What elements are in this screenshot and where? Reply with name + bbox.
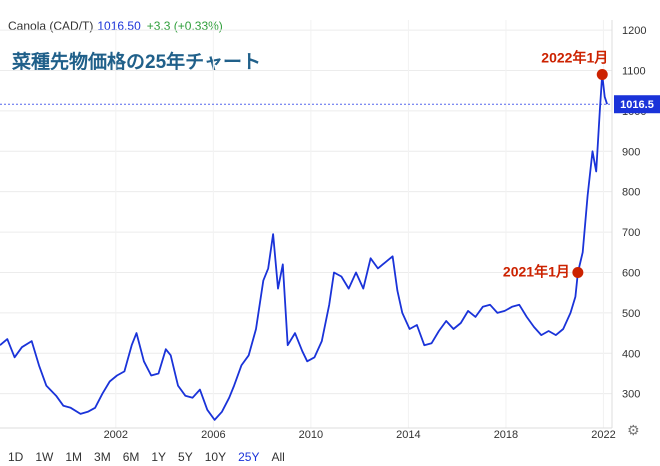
y-tick-label: 500 [622, 308, 640, 320]
grid-lines [0, 20, 612, 428]
last-price-label: 1016.5 [620, 99, 654, 111]
last-price-badge: 1016.5 [614, 95, 660, 114]
range-selector: 1D 1W 1M 3M 6M 1Y 5Y 10Y 25Y All [8, 450, 285, 464]
y-axis: 300400500600700800900100011001200 [622, 25, 646, 401]
y-tick-label: 300 [622, 389, 640, 401]
x-tick-label: 2014 [396, 429, 420, 441]
x-tick-label: 2006 [201, 429, 225, 441]
range-button-10y[interactable]: 10Y [204, 450, 227, 464]
range-button-1w[interactable]: 1W [35, 450, 54, 464]
annotation-marker [572, 266, 584, 278]
x-tick-label: 2002 [104, 429, 128, 441]
range-button-25y[interactable]: 25Y [238, 450, 260, 464]
last-price-box [614, 95, 660, 114]
annotations: 2022年1月 2021年1月 [503, 50, 608, 280]
annotation-label: 2022年1月 [541, 50, 608, 66]
price-series-line [0, 73, 608, 421]
x-axis: 2002 2006 2010 2014 2018 2022 [0, 20, 616, 441]
y-tick-label: 1100 [622, 65, 646, 77]
range-button-1m[interactable]: 1M [65, 450, 83, 464]
x-tick-label: 2018 [494, 429, 518, 441]
y-tick-label: 1200 [622, 25, 646, 37]
range-button-all[interactable]: All [271, 450, 285, 464]
gear-icon[interactable]: ⚙ [627, 422, 640, 438]
range-button-3m[interactable]: 3M [94, 450, 111, 464]
y-tick-label: 800 [622, 187, 640, 199]
current-price: 1016.50 [97, 19, 141, 33]
y-tick-label: 400 [622, 348, 640, 360]
y-tick-label: 700 [622, 227, 640, 239]
annotation-marker [596, 69, 608, 81]
y-tick-label: 600 [622, 267, 640, 279]
range-button-5y[interactable]: 5Y [178, 450, 193, 464]
chart-title: 菜種先物価格の25年チャート [12, 52, 261, 73]
range-button-1y[interactable]: 1Y [151, 450, 167, 464]
symbol-label: Canola (CAD/T) [8, 19, 94, 33]
x-tick-label: 2022 [591, 429, 615, 441]
y-tick-label: 900 [622, 146, 640, 158]
annotation-label: 2021年1月 [503, 263, 570, 279]
range-button-6m[interactable]: 6M [122, 450, 140, 464]
price-change: +3.3 (+0.33%) [146, 19, 223, 33]
x-tick-label: 2010 [299, 429, 323, 441]
chart-header: Canola (CAD/T) 1016.50 +3.3 (+0.33%) [8, 19, 223, 33]
range-button-1d[interactable]: 1D [8, 450, 24, 464]
